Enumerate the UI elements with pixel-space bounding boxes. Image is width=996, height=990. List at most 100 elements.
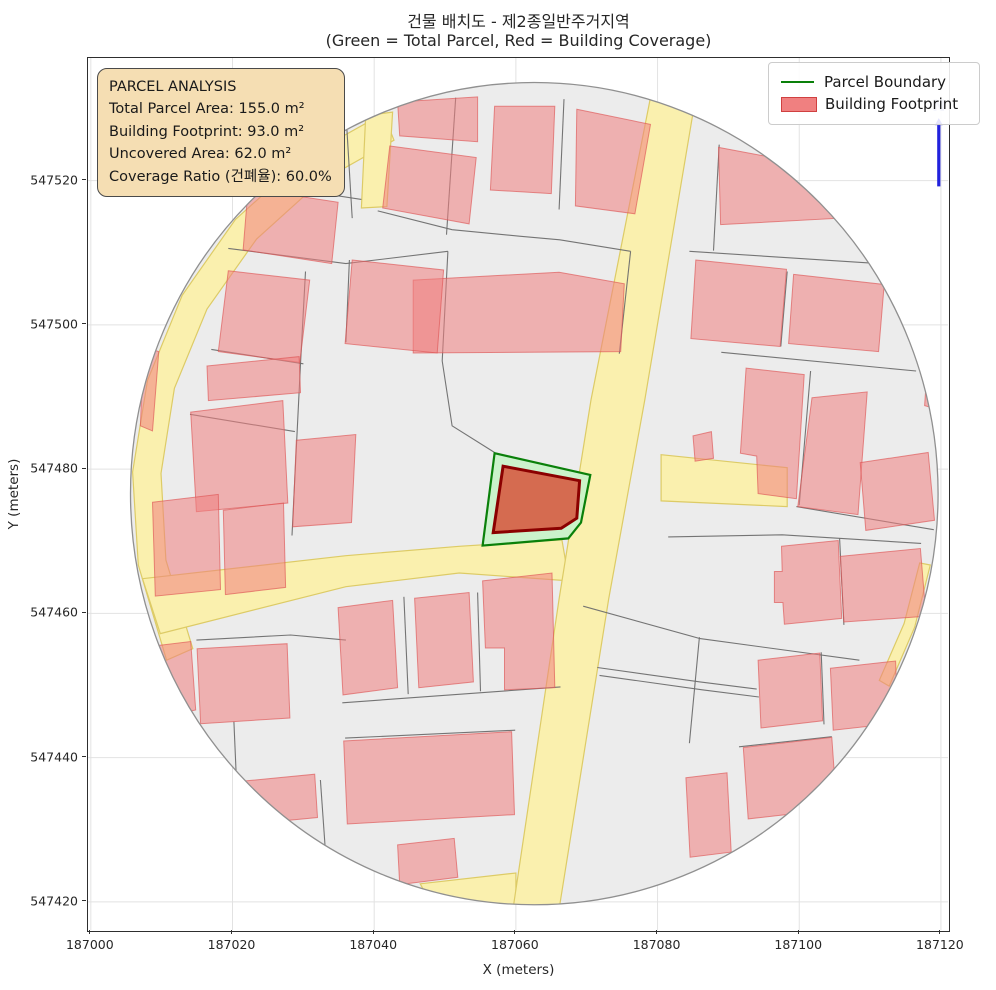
building-polygon bbox=[717, 146, 843, 226]
x-tick-label: 187060 bbox=[491, 937, 539, 952]
green-line-swatch bbox=[781, 81, 814, 83]
building-polygon bbox=[412, 271, 625, 354]
building-polygon bbox=[839, 547, 927, 623]
building-polygon bbox=[397, 837, 459, 886]
building-polygon bbox=[185, 733, 214, 771]
building-polygon bbox=[242, 187, 339, 265]
y-tick-label: 547460 bbox=[30, 604, 78, 620]
y-tick-mark bbox=[82, 323, 86, 325]
legend-label: Parcel Boundary bbox=[824, 73, 947, 91]
road bbox=[660, 454, 788, 508]
map-boundary-circle bbox=[129, 81, 939, 906]
parcel-boundary-line bbox=[721, 351, 917, 372]
x-tick-mark bbox=[514, 930, 516, 934]
x-tick-label: 187120 bbox=[916, 937, 964, 952]
building-polygon bbox=[788, 273, 885, 353]
annotation-line-uncovered: Uncovered Area: 62.0 m² bbox=[109, 146, 292, 163]
parcel-boundary-line bbox=[597, 666, 757, 690]
building-polygon bbox=[222, 502, 287, 596]
road bbox=[512, 82, 700, 905]
x-tick-label: 187000 bbox=[65, 937, 114, 952]
y-tick-label: 547520 bbox=[30, 172, 78, 188]
building-polygon bbox=[292, 433, 357, 528]
y-tick-label: 547500 bbox=[30, 316, 78, 332]
parcel-boundary-line bbox=[599, 674, 759, 698]
y-tick-mark bbox=[82, 756, 86, 758]
x-tick-label: 187020 bbox=[207, 937, 256, 952]
building-polygon bbox=[337, 599, 399, 696]
parcel-boundary-line bbox=[342, 686, 561, 704]
y-tick-label: 547480 bbox=[30, 460, 78, 476]
legend-item-building-footprint: Building Footprint bbox=[781, 93, 969, 115]
parcel-boundary-line bbox=[377, 210, 631, 252]
building-polygon bbox=[685, 772, 732, 858]
chart-subtitle: (Green = Total Parcel, Red = Building Co… bbox=[325, 31, 712, 50]
x-tick-label: 187080 bbox=[632, 937, 681, 952]
y-tick-mark bbox=[82, 611, 86, 613]
map-canvas: N bbox=[88, 58, 948, 930]
legend-item-parcel-boundary: Parcel Boundary bbox=[781, 71, 969, 93]
building-polygon bbox=[343, 731, 516, 825]
red-patch-swatch bbox=[781, 96, 817, 112]
annotation-title: PARCEL ANALYSIS bbox=[109, 79, 237, 95]
building-polygon bbox=[206, 356, 302, 402]
building-polygon bbox=[217, 270, 311, 363]
parcel-boundary-line bbox=[712, 144, 720, 251]
y-tick-mark bbox=[82, 467, 86, 469]
building-polygon bbox=[739, 367, 805, 500]
x-tick-mark bbox=[797, 930, 799, 934]
legend-label: Building Footprint bbox=[825, 95, 959, 113]
building-polygon bbox=[344, 259, 445, 354]
building-polygon bbox=[690, 259, 788, 348]
building-polygon bbox=[151, 493, 222, 597]
x-tick-mark bbox=[656, 930, 658, 934]
building-polygon bbox=[773, 539, 843, 625]
parcel-boundary-line bbox=[668, 534, 922, 544]
plot-area: N bbox=[87, 57, 950, 932]
buildings-layer bbox=[139, 96, 939, 886]
x-tick-label: 187100 bbox=[774, 937, 823, 952]
building-polygon bbox=[382, 145, 477, 225]
building-polygon bbox=[489, 105, 556, 195]
parcel-boundary-line bbox=[688, 637, 700, 744]
parcel-boundary-line bbox=[558, 99, 565, 210]
y-tick-mark bbox=[82, 179, 86, 181]
building-polygon bbox=[397, 96, 479, 143]
chart-title: 건물 배치도 - 제2종일반주거지역 bbox=[407, 12, 630, 31]
x-tick-label: 187040 bbox=[349, 937, 398, 952]
annotation-line-total: Total Parcel Area: 155.0 m² bbox=[109, 101, 305, 118]
parcel-analysis-box: PARCEL ANALYSIS Total Parcel Area: 155.0… bbox=[97, 68, 345, 198]
building-polygon bbox=[574, 108, 652, 215]
parcel-boundary-line bbox=[403, 596, 409, 695]
building-polygon bbox=[757, 652, 824, 729]
parcel-boundary-line bbox=[738, 736, 832, 748]
annotation-line-coverage: Coverage Ratio (건폐율): 60.0% bbox=[109, 168, 332, 185]
x-axis-label: X (meters) bbox=[482, 962, 555, 978]
y-tick-label: 547440 bbox=[30, 749, 78, 765]
y-tick-mark bbox=[82, 900, 86, 902]
parcel-boundary-line bbox=[820, 652, 825, 725]
parcel-boundary-line bbox=[583, 605, 860, 661]
building-polygon bbox=[829, 660, 899, 731]
x-tick-mark bbox=[89, 930, 91, 934]
building-footprint-highlight bbox=[491, 464, 582, 535]
legend: Parcel Boundary Building Footprint bbox=[768, 62, 980, 125]
parcel-boundary-line bbox=[689, 250, 879, 265]
building-polygon bbox=[190, 400, 289, 513]
y-tick-label: 547420 bbox=[30, 893, 78, 909]
building-polygon bbox=[414, 591, 474, 689]
x-tick-mark bbox=[231, 930, 232, 934]
parcel-boundary-line bbox=[196, 634, 346, 641]
parcel-boundary-line bbox=[345, 729, 516, 739]
building-polygon bbox=[859, 451, 936, 531]
building-polygon bbox=[482, 572, 556, 691]
building-polygon bbox=[797, 391, 868, 516]
building-polygon bbox=[196, 643, 291, 725]
parcel-boundary-line bbox=[780, 271, 788, 347]
building-polygon bbox=[742, 736, 838, 820]
building-polygon bbox=[692, 430, 715, 462]
annotation-line-footprint: Building Footprint: 93.0 m² bbox=[109, 123, 305, 140]
building-polygon bbox=[239, 773, 319, 826]
x-tick-mark bbox=[939, 930, 941, 934]
